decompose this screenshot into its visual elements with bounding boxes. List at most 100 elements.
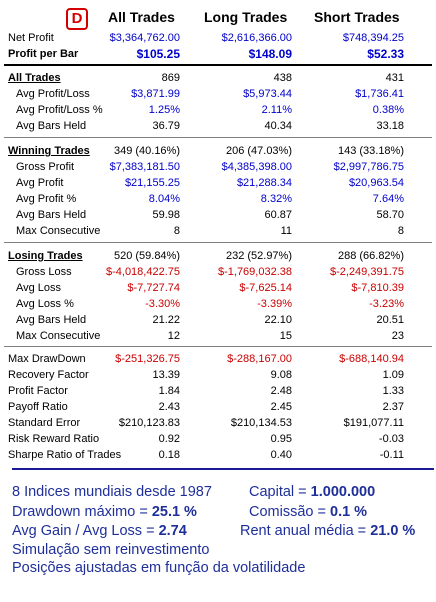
value-short: 143 (33.18%): [337, 145, 404, 157]
table-row: Avg Profit % 8.04% 8.32% 7.64%: [0, 191, 436, 207]
summary-volatilidade: Posições ajustadas em função da volatili…: [12, 560, 306, 576]
value-short: 20.51: [376, 314, 404, 326]
value-short: -0.03: [378, 433, 404, 445]
value-all: $105.25: [136, 47, 180, 61]
table-row: Profit Factor 1.84 2.48 1.33: [0, 383, 436, 399]
capital-label: Capital =: [249, 484, 311, 500]
value-long: $21,288.34: [236, 177, 292, 189]
table-row: Max DrawDown $-251,326.75 $-288,167.00 $…: [0, 351, 436, 367]
row-label: Avg Profit: [16, 177, 64, 189]
value-long: 60.87: [264, 209, 292, 221]
rent-label: Rent anual média =: [240, 523, 371, 539]
drawdown-label: Drawdown máximo =: [12, 504, 152, 520]
value-all: 1.84: [158, 385, 180, 397]
value-long: 11: [280, 225, 292, 237]
table-row: Max Consecutive 8 11 8: [0, 223, 436, 239]
avggain-value: 2.74: [158, 523, 187, 539]
value-all: 0.92: [158, 433, 180, 445]
divider: [4, 346, 432, 347]
comissao-value: 0.1 %: [330, 504, 368, 520]
summary-rent-anual: Rent anual média = 21.0 %: [240, 523, 415, 539]
table-row: Avg Loss $-7,727.74 $-7,625.14 $-7,810.3…: [0, 280, 436, 296]
value-long: 9.08: [270, 369, 292, 381]
table-row: Avg Profit/Loss % 1.25% 2.11% 0.38%: [0, 102, 436, 118]
row-label: Avg Profit %: [16, 193, 77, 205]
table-row: Sharpe Ratio of Trades 0.18 0.40 -0.11: [0, 447, 436, 463]
row-label: Profit Factor: [8, 385, 68, 397]
value-short: 8: [397, 225, 404, 237]
row-label: Recovery Factor: [8, 369, 89, 381]
table-row: Avg Loss % -3.30% -3.39% -3.23%: [0, 296, 436, 312]
value-all: $7,383,181.50: [109, 161, 180, 173]
value-short: $-2,249,391.75: [329, 266, 404, 278]
row-label: Standard Error: [8, 417, 81, 429]
table-row: Avg Profit/Loss $3,871.99 $5,973.44 $1,7…: [0, 86, 436, 102]
avggain-label: Avg Gain / Avg Loss =: [12, 523, 159, 539]
value-long: 0.95: [270, 433, 292, 445]
divider: [4, 137, 432, 138]
value-all: $21,155.25: [124, 177, 180, 189]
table-row: Gross Profit $7,383,181.50 $4,385,398.00…: [0, 159, 436, 175]
value-short: $2,997,786.75: [333, 161, 404, 173]
table-row: Max Consecutive 12 15 23: [0, 328, 436, 344]
value-all: 8: [173, 225, 180, 237]
value-long: 2.45: [270, 401, 292, 413]
value-short: $20,963.54: [348, 177, 404, 189]
value-long: 0.40: [270, 449, 292, 461]
table-row: Risk Reward Ratio 0.92 0.95 -0.03: [0, 431, 436, 447]
value-short: 288 (66.82%): [337, 250, 404, 262]
report-badge: D: [66, 8, 88, 30]
value-short: $-688,140.94: [339, 353, 404, 365]
row-label: Max Consecutive: [16, 330, 101, 342]
value-short: $52.33: [367, 47, 404, 61]
row-label: Avg Loss %: [16, 298, 74, 310]
value-short: -0.11: [379, 449, 404, 461]
value-long: $-1,769,032.38: [217, 266, 292, 278]
value-short: 58.70: [376, 209, 404, 221]
value-short: $1,736.41: [355, 88, 404, 100]
summary-capital: Capital = 1.000.000: [249, 484, 375, 500]
value-short: 7.64%: [372, 193, 404, 205]
table-row: Standard Error $210,123.83 $210,134.53 $…: [0, 415, 436, 431]
value-long: $5,973.44: [243, 88, 292, 100]
value-short: 2.37: [382, 401, 404, 413]
divider: [4, 64, 432, 66]
value-long: $4,385,398.00: [221, 161, 292, 173]
value-long: 206 (47.03%): [225, 145, 292, 157]
value-all: 520 (59.84%): [113, 250, 180, 262]
drawdown-value: 25.1 %: [151, 504, 197, 520]
table-row: Recovery Factor 13.39 9.08 1.09: [0, 367, 436, 383]
value-all: 8.04%: [148, 193, 180, 205]
section-title: Winning Trades: [8, 145, 90, 157]
table-row: Avg Profit $21,155.25 $21,288.34 $20,963…: [0, 175, 436, 191]
value-all: 869: [161, 72, 180, 84]
table-row: Avg Bars Held 59.98 60.87 58.70: [0, 207, 436, 223]
value-short: 431: [385, 72, 404, 84]
header-long-trades: Long Trades: [204, 9, 288, 25]
row-net-profit: Net Profit $3,364,762.00 $2,616,366.00 $…: [0, 30, 436, 46]
value-long: 40.34: [264, 120, 292, 132]
value-short: 1.33: [382, 385, 404, 397]
value-short: -3.23%: [369, 298, 404, 310]
value-short: 0.38%: [372, 104, 404, 116]
row-label: Avg Profit/Loss %: [16, 104, 103, 116]
value-all: 13.39: [152, 369, 180, 381]
value-all: $3,871.99: [131, 88, 180, 100]
table-row: Avg Bars Held 36.79 40.34 33.18: [0, 118, 436, 134]
summary-indices: 8 Indices mundiais desde 1987: [12, 484, 212, 500]
summary-divider: [12, 468, 434, 470]
value-long: $2,616,366.00: [221, 32, 292, 44]
section-losing-trades: Losing Trades 520 (59.84%) 232 (52.97%) …: [0, 248, 436, 264]
value-all: 1.25%: [148, 104, 180, 116]
summary-comissao: Comissão = 0.1 %: [249, 504, 367, 520]
value-all: 59.98: [152, 209, 180, 221]
value-short: 1.09: [382, 369, 404, 381]
value-all: $210,123.83: [118, 417, 180, 429]
section-winning-trades: Winning Trades 349 (40.16%) 206 (47.03%)…: [0, 143, 436, 159]
value-all: 2.43: [158, 401, 180, 413]
row-label: Risk Reward Ratio: [8, 433, 100, 445]
value-long: 8.32%: [260, 193, 292, 205]
value-all: $-7,727.74: [127, 282, 180, 294]
value-long: 2.11%: [261, 104, 292, 116]
value-short: $748,394.25: [342, 32, 404, 44]
